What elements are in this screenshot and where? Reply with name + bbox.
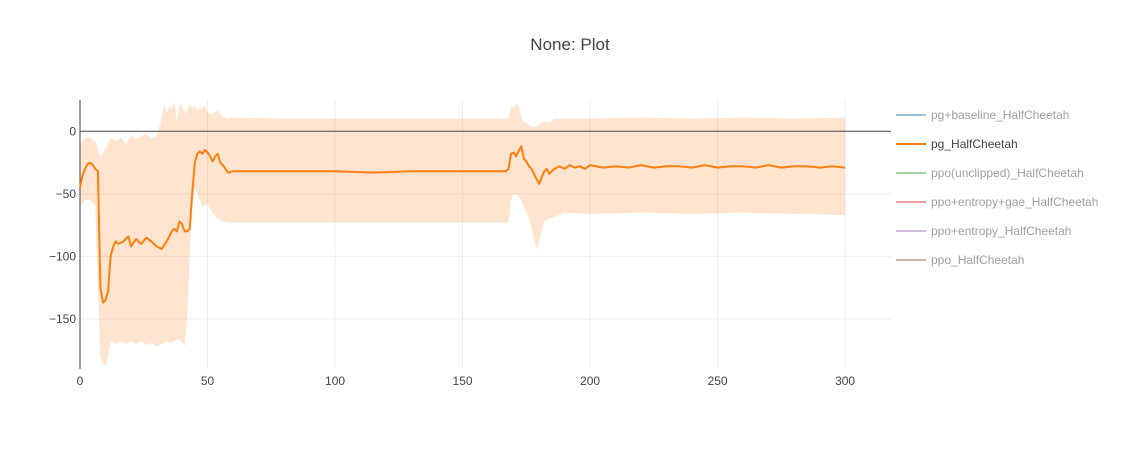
y-tick-label: −100 bbox=[49, 249, 76, 263]
x-tick-label: 200 bbox=[580, 374, 600, 388]
x-tick-label: 0 bbox=[77, 374, 84, 388]
tick-labels: 0 50 100 150 200 250 300 0 −50 −100 −150 bbox=[49, 124, 855, 388]
y-tick-label: −150 bbox=[49, 312, 76, 326]
legend-label: ppo(unclipped)_HalfCheetah bbox=[931, 166, 1084, 180]
axes bbox=[79, 100, 891, 369]
series-lines bbox=[79, 145, 846, 304]
grid-lines bbox=[80, 100, 891, 369]
legend-label: pg_HalfCheetah bbox=[931, 137, 1018, 151]
legend-label: ppo_HalfCheetah bbox=[931, 253, 1024, 267]
legend-label: ppo+entropy_HalfCheetah bbox=[931, 224, 1071, 238]
legend-item[interactable]: ppo(unclipped)_HalfCheetah bbox=[896, 166, 1084, 180]
legend[interactable]: pg+baseline_HalfCheetah pg_HalfCheetahppo… bbox=[896, 108, 1098, 267]
x-tick-label: 50 bbox=[201, 374, 215, 388]
x-tick-label: 300 bbox=[835, 374, 855, 388]
legend-item[interactable]: pg+baseline_HalfCheetah bbox=[896, 108, 1069, 122]
legend-item[interactable]: ppo_HalfCheetah bbox=[896, 253, 1024, 267]
x-tick-label: 150 bbox=[453, 374, 473, 388]
y-tick-label: 0 bbox=[69, 124, 76, 138]
y-tick-label: −50 bbox=[56, 187, 77, 201]
legend-item[interactable]: ppo+entropy_HalfCheetah bbox=[896, 224, 1071, 238]
legend-item[interactable]: pg_HalfCheetah bbox=[896, 137, 1018, 151]
legend-item[interactable]: ppo+entropy+gae_HalfCheetah bbox=[896, 195, 1098, 209]
legend-label: pg+baseline_HalfCheetah bbox=[931, 108, 1069, 122]
legend-label: ppo+entropy+gae_HalfCheetah bbox=[931, 195, 1098, 209]
series-line bbox=[79, 145, 846, 304]
chart-title: None: Plot bbox=[530, 35, 610, 54]
x-tick-label: 250 bbox=[708, 374, 728, 388]
x-tick-label: 100 bbox=[325, 374, 345, 388]
